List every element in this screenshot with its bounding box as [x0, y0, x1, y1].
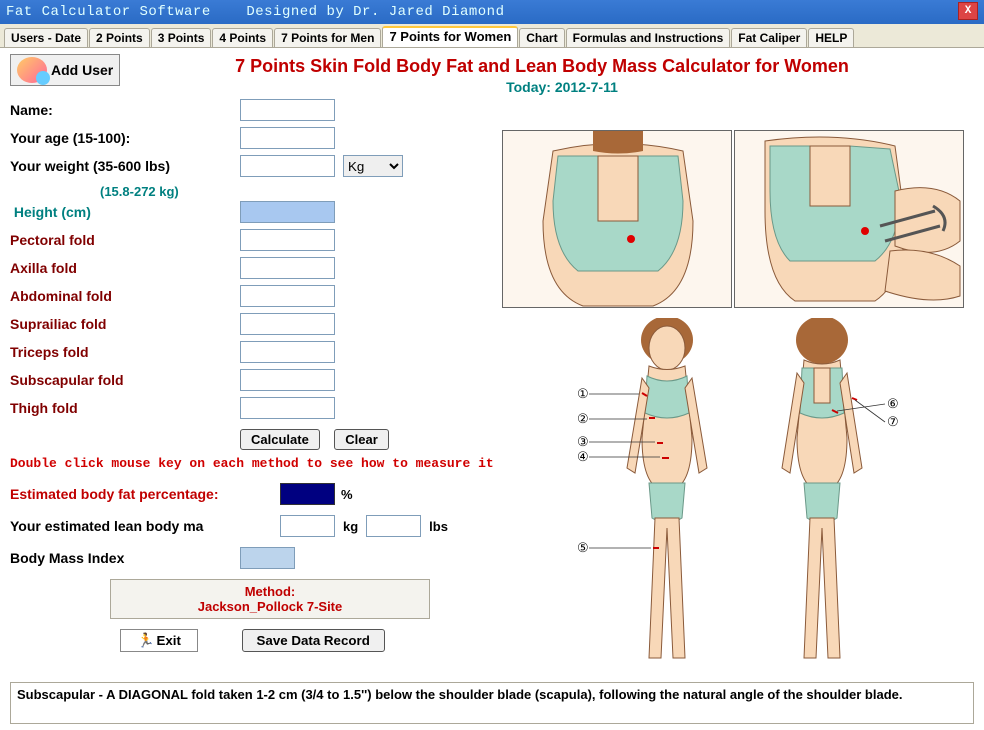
fold-label: Thigh fold — [10, 400, 240, 416]
calculate-button[interactable]: Calculate — [240, 429, 320, 450]
tab-help[interactable]: HELP — [808, 28, 854, 47]
triceps-fold-input[interactable] — [240, 341, 335, 363]
bodyfat-unit: % — [341, 487, 353, 502]
weight-hint: (15.8-272 kg) — [100, 184, 179, 199]
exit-icon: 🏃 — [137, 632, 154, 648]
height-label: Height (cm) — [10, 204, 240, 220]
lbm-kg-output — [280, 515, 335, 537]
tab-3-points[interactable]: 3 Points — [151, 28, 212, 47]
subscapular-fold-input[interactable] — [240, 369, 335, 391]
tab-formulas-and-instructions[interactable]: Formulas and Instructions — [566, 28, 731, 47]
svg-text:②: ② — [577, 411, 589, 426]
subscapular-location-image — [502, 130, 732, 308]
fold-label: Suprailiac fold — [10, 316, 240, 332]
today-date: Today: 2012-7-11 — [150, 79, 974, 95]
weight-unit-select[interactable]: KgLbs — [343, 155, 403, 177]
svg-text:⑥: ⑥ — [887, 396, 899, 411]
bodyfat-output — [280, 483, 335, 505]
fold-label: Abdominal fold — [10, 288, 240, 304]
illustration-panel: ① ② ③ ④ ⑤ ⑥ ⑦ — [502, 130, 972, 688]
close-icon[interactable]: X — [958, 2, 978, 20]
bodyfat-label: Estimated body fat percentage: — [10, 486, 280, 502]
add-user-label: Add User — [51, 62, 113, 78]
svg-text:⑦: ⑦ — [887, 414, 899, 429]
lbm-label: Your estimated lean body ma — [10, 518, 280, 534]
exit-button[interactable]: 🏃Exit — [120, 629, 198, 652]
weight-label: Your weight (35-600 lbs) — [10, 158, 240, 174]
abdominal-fold-input[interactable] — [240, 285, 335, 307]
tab-users-date[interactable]: Users - Date — [4, 28, 88, 47]
users-icon — [17, 57, 47, 83]
tab-chart[interactable]: Chart — [519, 28, 564, 47]
measurement-hint: Double click mouse key on each method to… — [10, 456, 500, 471]
name-input[interactable] — [240, 99, 335, 121]
description-box: Subscapular - A DIAGONAL fold taken 1-2 … — [10, 682, 974, 724]
fold-label: Subscapular fold — [10, 372, 240, 388]
fold-label: Pectoral fold — [10, 232, 240, 248]
tab-7-points-for-men[interactable]: 7 Points for Men — [274, 28, 381, 47]
caliper-measurement-image — [734, 130, 964, 308]
tab-2-points[interactable]: 2 Points — [89, 28, 150, 47]
bmi-label: Body Mass Index — [10, 550, 240, 566]
pectoral-fold-input[interactable] — [240, 229, 335, 251]
suprailiac-fold-input[interactable] — [240, 313, 335, 335]
tab-4-points[interactable]: 4 Points — [212, 28, 273, 47]
page-title: 7 Points Skin Fold Body Fat and Lean Bod… — [110, 56, 974, 77]
svg-text:③: ③ — [577, 434, 589, 449]
lbm-lbs-output — [366, 515, 421, 537]
add-user-button[interactable]: Add User — [10, 54, 120, 86]
lbm-lbs-unit: lbs — [429, 519, 448, 534]
clear-button[interactable]: Clear — [334, 429, 389, 450]
tab-bar: Users - Date2 Points3 Points4 Points7 Po… — [0, 24, 984, 48]
save-button[interactable]: Save Data Record — [242, 629, 385, 652]
fold-label: Axilla fold — [10, 260, 240, 276]
svg-text:①: ① — [577, 386, 589, 401]
bmi-output — [240, 547, 295, 569]
weight-input[interactable] — [240, 155, 335, 177]
age-label: Your age (15-100): — [10, 130, 240, 146]
app-title: Fat Calculator Software Designed by Dr. … — [6, 0, 504, 24]
tab-7-points-for-women[interactable]: 7 Points for Women — [382, 26, 518, 47]
axilla-fold-input[interactable] — [240, 257, 335, 279]
age-input[interactable] — [240, 127, 335, 149]
title-bar: Fat Calculator Software Designed by Dr. … — [0, 0, 984, 24]
fold-label: Triceps fold — [10, 344, 240, 360]
name-label: Name: — [10, 102, 240, 118]
height-input[interactable] — [240, 201, 335, 223]
thigh-fold-input[interactable] — [240, 397, 335, 419]
tab-fat-caliper[interactable]: Fat Caliper — [731, 28, 807, 47]
svg-text:⑤: ⑤ — [577, 540, 589, 555]
svg-text:④: ④ — [577, 449, 589, 464]
lbm-kg-unit: kg — [343, 519, 358, 534]
body-diagram-image: ① ② ③ ④ ⑤ ⑥ ⑦ — [547, 318, 927, 688]
method-box: Method: Jackson_Pollock 7-Site — [110, 579, 430, 619]
